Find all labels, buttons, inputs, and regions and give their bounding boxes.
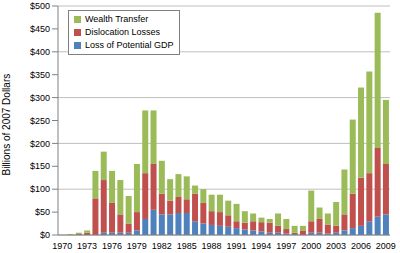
svg-text:1973: 1973	[77, 241, 97, 251]
svg-text:1988: 1988	[202, 241, 222, 251]
svg-text:$350: $350	[30, 70, 50, 80]
svg-text:$100: $100	[30, 184, 50, 194]
svg-text:Billions of 2007 Dollars: Billions of 2007 Dollars	[8, 74, 12, 176]
svg-text:2006: 2006	[351, 241, 371, 251]
svg-text:2009: 2009	[376, 241, 392, 251]
svg-text:1979: 1979	[127, 241, 147, 251]
svg-text:$300: $300	[30, 93, 50, 103]
svg-text:$0: $0	[40, 230, 50, 240]
svg-text:$450: $450	[30, 24, 50, 34]
svg-text:$50: $50	[35, 207, 50, 217]
svg-text:1991: 1991	[226, 241, 246, 251]
svg-text:$150: $150	[30, 161, 50, 171]
html-text:Loss of Potential GDP: Loss of Potential GDP	[85, 40, 174, 50]
svg-text:$400: $400	[30, 47, 50, 57]
svg-text:1976: 1976	[102, 241, 122, 251]
svg-text:2000: 2000	[301, 241, 321, 251]
svg-text:1997: 1997	[276, 241, 296, 251]
html-text:Wealth Transfer: Wealth Transfer	[85, 14, 149, 24]
svg-text:1970: 1970	[52, 241, 72, 251]
svg-text:1982: 1982	[152, 241, 172, 251]
html-text:Dislocation Losses: Dislocation Losses	[85, 27, 160, 37]
svg-text:1985: 1985	[177, 241, 197, 251]
svg-text:$200: $200	[30, 139, 50, 149]
svg-text:$250: $250	[30, 116, 50, 126]
svg-text:2003: 2003	[326, 241, 346, 251]
svg-text:1994: 1994	[251, 241, 271, 251]
svg-text:$500: $500	[30, 1, 50, 11]
